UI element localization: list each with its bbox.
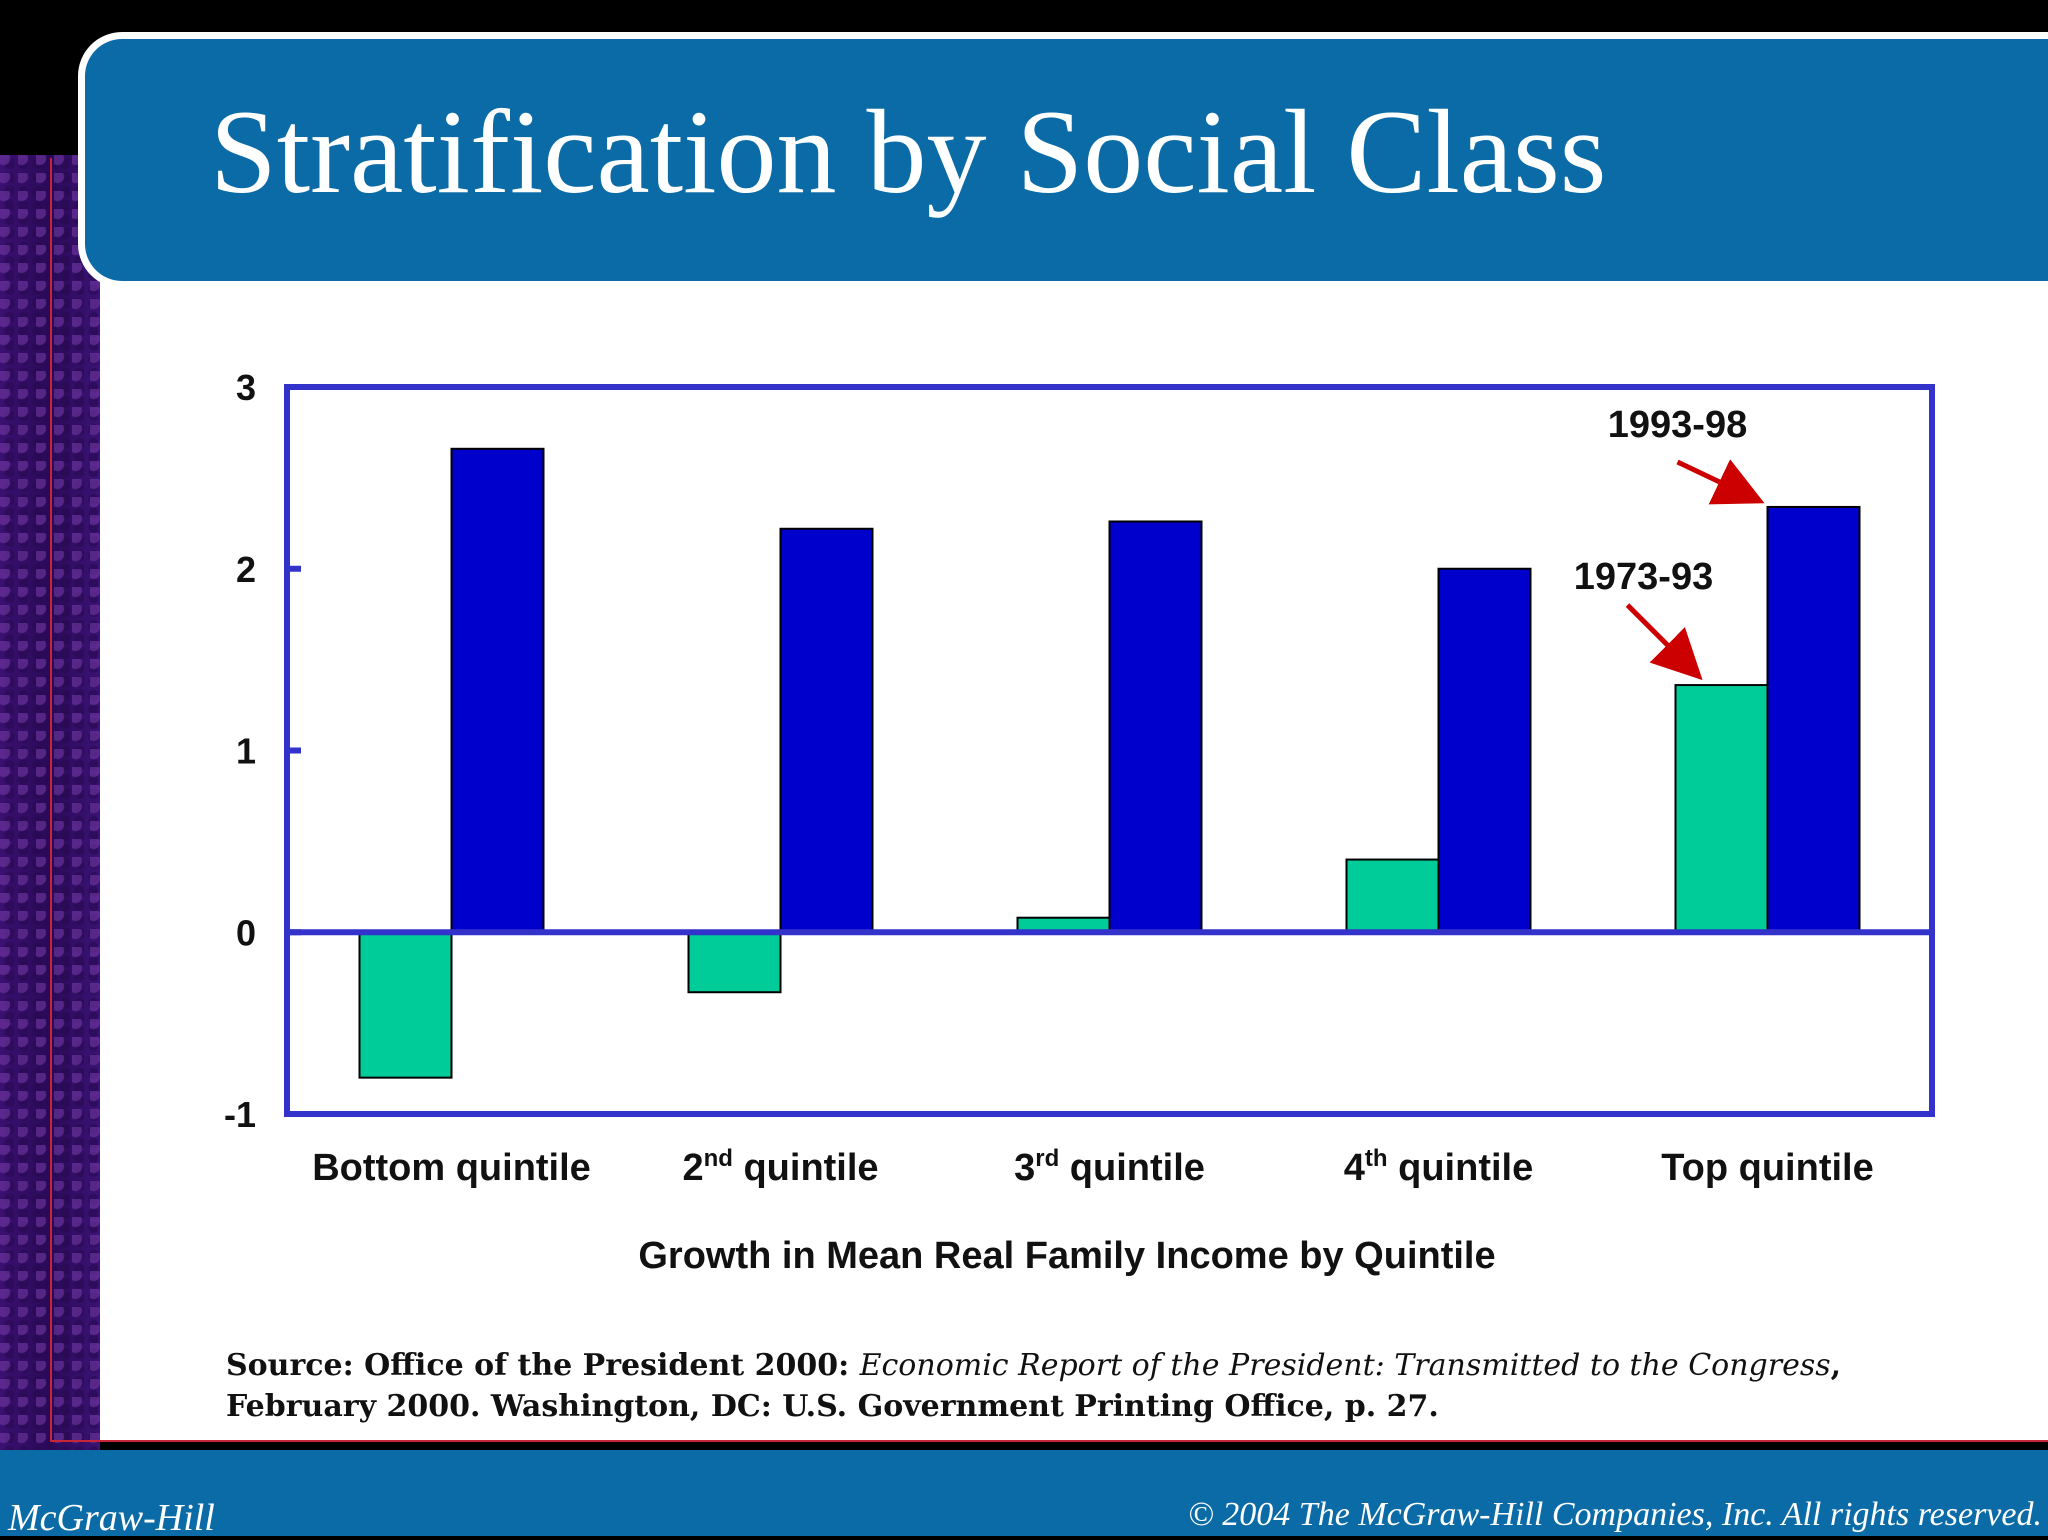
copyright-notice: © 2004 The McGraw-Hill Companies, Inc. A…	[1187, 1496, 2042, 1533]
source-report-title: Economic Report of the President: Transm…	[859, 1348, 1831, 1383]
y-tick-label: 3	[236, 367, 256, 408]
x-tick-label: Top quintile	[1661, 1147, 1873, 1189]
bar-series2	[1437, 567, 1532, 934]
publisher-name: McGraw-Hill	[8, 1497, 215, 1539]
left-rule	[50, 158, 52, 1442]
y-tick-label: 2	[236, 549, 256, 590]
x-axis-title: Growth in Mean Real Family Income by Qui…	[638, 1235, 1495, 1277]
source-prefix: Source: Office of the President 2000:	[226, 1348, 860, 1383]
source-suffix: , February 2000. Washington, DC: U.S. Go…	[226, 1348, 1842, 1424]
bar-series1	[358, 931, 453, 1079]
bar-series1	[687, 931, 782, 994]
title-bar	[78, 32, 2048, 288]
bottom-rule	[50, 1440, 2048, 1442]
series1-legend-arrow	[1625, 603, 1703, 681]
bar-series2	[1766, 505, 1861, 934]
series1-legend-label: 1973-93	[1574, 556, 1713, 598]
bar-series1	[1345, 858, 1440, 934]
footer-bar: McGraw-Hill © 2004 The McGraw-Hill Compa…	[0, 1450, 2048, 1539]
x-tick-label: Bottom quintile	[312, 1147, 591, 1189]
series2-legend-label: 1993-98	[1608, 404, 1747, 446]
series2-legend-arrow	[1676, 459, 1765, 505]
x-tick-label: 4th quintile	[1344, 1145, 1533, 1189]
y-tick-label: 0	[236, 912, 256, 953]
bar-series1	[1674, 684, 1769, 934]
bar-series2	[450, 447, 545, 934]
bar-chart: -1 0 1 2 3 Bottom quintile 2nd quintile 3rd qui…	[224, 367, 1935, 1277]
y-tick-label: 1	[236, 731, 256, 772]
bar-series2	[1108, 520, 1203, 934]
slide-title: Stratification by Social Class	[210, 85, 1607, 218]
bar-series2	[779, 527, 874, 934]
x-tick-label: 2nd quintile	[682, 1145, 878, 1189]
x-tick-label: 3rd quintile	[1014, 1145, 1205, 1189]
y-tick-label: -1	[224, 1094, 256, 1135]
source-citation: Source: Office of the President 2000: Ec…	[226, 1345, 1946, 1427]
